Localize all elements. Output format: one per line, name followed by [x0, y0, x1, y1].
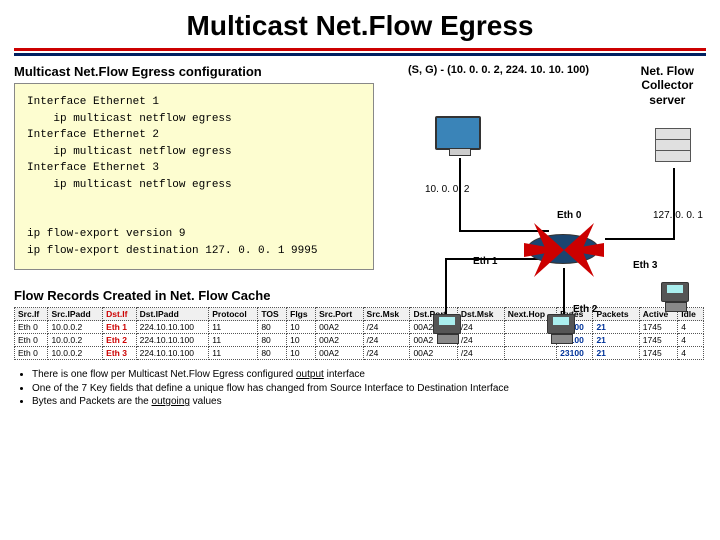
table-cell: 11 — [209, 347, 258, 360]
ip-phone-icon — [661, 282, 691, 316]
table-cell: 4 — [678, 334, 704, 347]
col-header: Dst.IPadd — [136, 308, 209, 321]
table-cell: /24 — [363, 321, 410, 334]
eth2-label: Eth 2 — [573, 304, 597, 315]
table-cell: /24 — [457, 334, 504, 347]
table-cell: 224.10.10.100 — [136, 321, 209, 334]
sg-tuple-label: (S, G) - (10. 0. 0. 2, 224. 10. 10. 100) — [408, 64, 589, 76]
table-cell: /24 — [457, 321, 504, 334]
table-cell: 00A2 — [316, 334, 363, 347]
eth0-label: Eth 0 — [557, 210, 581, 221]
table-cell: 80 — [258, 321, 287, 334]
network-diagram: 10. 0. 0. 2 127. 0. 0. 1 Eth 0 Eth 1 Eth… — [385, 86, 705, 316]
col-header: Flgs — [287, 308, 316, 321]
table-cell: 10 — [287, 334, 316, 347]
page-title: Multicast Net.Flow Egress — [0, 10, 720, 42]
table-cell: 1745 — [639, 321, 677, 334]
table-cell: 21 — [593, 347, 639, 360]
config-heading: Multicast Net.Flow Egress configuration — [14, 64, 706, 79]
col-header: Dst.If — [103, 308, 136, 321]
table-cell: 224.10.10.100 — [136, 347, 209, 360]
table-cell: 80 — [258, 347, 287, 360]
table-row: Eth 010.0.0.2Eth 1224.10.10.10011801000A… — [15, 321, 704, 334]
link-eth1 — [445, 258, 447, 318]
table-cell: 00A2 — [410, 347, 457, 360]
collector-ip-label: 127. 0. 0. 1 — [653, 210, 703, 221]
table-row: Eth 010.0.0.2Eth 2224.10.10.10011801000A… — [15, 334, 704, 347]
link-collector — [673, 168, 675, 238]
table-cell: Eth 0 — [15, 334, 48, 347]
col-header: Src.If — [15, 308, 48, 321]
note-item: One of the 7 Key fields that define a un… — [32, 382, 706, 396]
ip-phone-icon — [433, 314, 463, 348]
eth3-label: Eth 3 — [633, 260, 657, 271]
table-cell: Eth 3 — [103, 347, 136, 360]
table-cell: 10.0.0.2 — [48, 347, 103, 360]
table-cell: 00A2 — [316, 347, 363, 360]
ip-phone-icon — [547, 314, 577, 348]
table-row: Eth 010.0.0.2Eth 3224.10.10.10011801000A… — [15, 347, 704, 360]
table-cell: Eth 2 — [103, 334, 136, 347]
source-ip-label: 10. 0. 0. 2 — [425, 184, 469, 195]
router-icon — [527, 234, 599, 264]
table-cell: /24 — [363, 347, 410, 360]
table-cell: 11 — [209, 321, 258, 334]
link-eth0 — [459, 158, 461, 232]
config-codeblock: Interface Ethernet 1 ip multicast netflo… — [14, 83, 374, 270]
collector-server-icon — [655, 128, 691, 161]
table-cell: 80 — [258, 334, 287, 347]
table-cell: Eth 0 — [15, 321, 48, 334]
table-cell: 21 — [593, 321, 639, 334]
table-cell: Eth 1 — [103, 321, 136, 334]
notes-list: There is one flow per Multicast Net.Flow… — [14, 368, 706, 409]
table-cell: 224.10.10.100 — [136, 334, 209, 347]
eth1-label: Eth 1 — [473, 256, 497, 267]
table-cell: 1745 — [639, 334, 677, 347]
col-header: Protocol — [209, 308, 258, 321]
source-host-icon — [435, 116, 481, 150]
table-cell: 1745 — [639, 347, 677, 360]
col-header: Src.Port — [316, 308, 363, 321]
title-underline-red — [14, 48, 706, 51]
table-cell: 21 — [593, 334, 639, 347]
table-cell: 4 — [678, 321, 704, 334]
col-header: Src.IPadd — [48, 308, 103, 321]
table-cell — [504, 347, 556, 360]
table-cell: Eth 0 — [15, 347, 48, 360]
note-item: There is one flow per Multicast Net.Flow… — [32, 368, 706, 382]
table-cell: 4 — [678, 347, 704, 360]
table-cell: 11 — [209, 334, 258, 347]
table-cell: 10.0.0.2 — [48, 321, 103, 334]
table-cell: 10 — [287, 347, 316, 360]
table-cell: 10 — [287, 321, 316, 334]
table-cell: 23100 — [557, 347, 593, 360]
table-cell: /24 — [457, 347, 504, 360]
note-item: Bytes and Packets are the outgoing value… — [32, 395, 706, 409]
col-header: TOS — [258, 308, 287, 321]
router-arrows-icon — [504, 213, 624, 287]
table-cell: /24 — [363, 334, 410, 347]
table-cell: 10.0.0.2 — [48, 334, 103, 347]
table-cell: 00A2 — [316, 321, 363, 334]
